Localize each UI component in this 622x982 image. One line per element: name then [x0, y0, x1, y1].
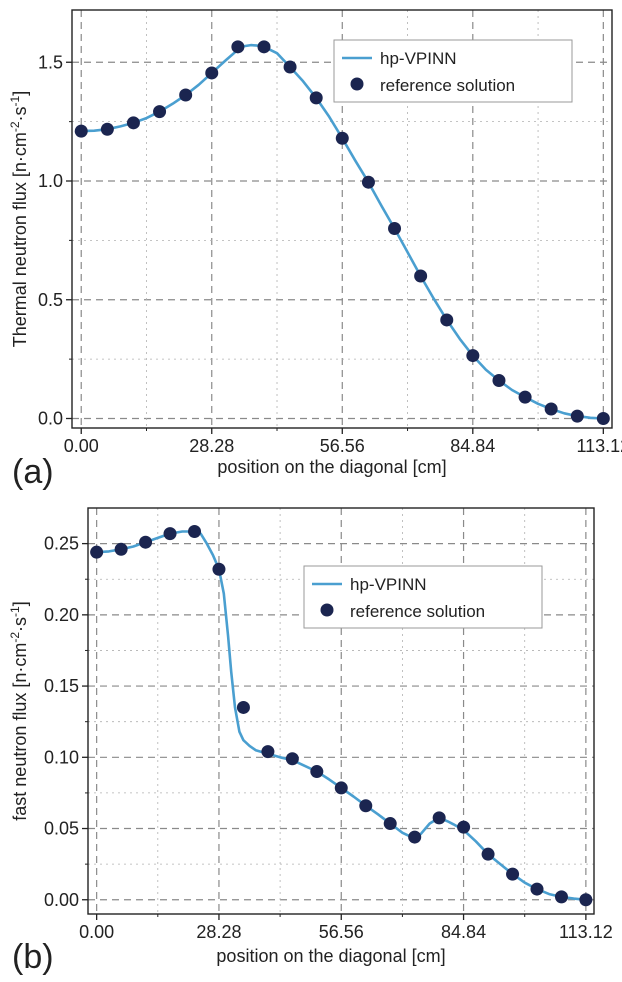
y-axis-label-part: ·s [10, 106, 30, 121]
y-tick-label: 0.00 [44, 890, 79, 910]
legend-label-hp-vpinn: hp-VPINN [380, 49, 457, 68]
x-tick-label: 113.12 [559, 922, 613, 942]
grid [72, 10, 612, 428]
legend-marker-swatch [320, 603, 334, 617]
series-line-hp-vpinn [79, 43, 605, 420]
data-point [310, 765, 324, 779]
data-point [309, 91, 323, 105]
data-point [188, 525, 202, 539]
x-tick-label: 0.00 [79, 922, 114, 942]
data-point [544, 402, 558, 416]
data-point [359, 799, 373, 813]
y-axis-label-superscript: -1 [8, 95, 22, 106]
data-point [114, 542, 128, 556]
data-point [283, 60, 297, 74]
data-point [231, 40, 245, 54]
data-point [596, 412, 610, 425]
x-tick-label: 84.84 [450, 436, 495, 456]
y-tick-label: 0.20 [44, 605, 79, 625]
x-tick-label: 84.84 [441, 922, 486, 942]
data-point [212, 562, 226, 576]
data-point [285, 752, 299, 766]
x-axis-label: position on the diagonal [cm] [216, 946, 445, 966]
y-axis-label-part: ·s [10, 617, 30, 632]
legend-label-hp-vpinn: hp-VPINN [350, 575, 427, 594]
legend-marker-swatch [350, 77, 364, 91]
panel-label: (b) [12, 938, 54, 976]
legend-label-reference: reference solution [380, 76, 515, 95]
data-point [139, 535, 153, 549]
x-axis-label: position on the diagonal [cm] [217, 457, 446, 477]
data-point [126, 116, 140, 130]
y-axis-label-part: Thermal neutron flux [n·cm [10, 132, 30, 347]
legend: hp-VPINN reference solution [333, 39, 573, 103]
data-point [408, 830, 422, 844]
data-point [236, 700, 250, 714]
y-axis-label-part: ] [10, 601, 30, 606]
series-reference-solution [90, 525, 593, 907]
legend: hp-VPINN reference solution [303, 565, 543, 629]
data-point [74, 124, 88, 138]
chart-panel-b: 0.00 28.28 56.56 84.84 113.12 0.00 0.05 0.10 0.1… [8, 507, 613, 976]
axis-ticks: 0.00 28.28 56.56 84.84 113.12 0.00 0.05 0.10 0.1… [44, 534, 613, 942]
x-tick-label: 28.28 [189, 436, 234, 456]
panel-label: (a) [12, 453, 54, 491]
y-axis-label-part: ] [10, 91, 30, 96]
data-point [334, 781, 348, 795]
y-tick-label: 1.0 [38, 171, 63, 191]
legend-box [303, 565, 543, 629]
y-tick-label: 1.5 [38, 52, 63, 72]
axis-ticks: 0.00 28.28 56.56 84.84 113.12 0.0 0.5 1.0 1.5 [38, 52, 622, 456]
x-tick-label: 0.00 [64, 436, 99, 456]
data-point [579, 893, 593, 907]
x-tick-label: 113.12 [576, 436, 622, 456]
data-point [90, 545, 104, 559]
y-tick-label: 0.10 [44, 747, 79, 767]
y-tick-label: 0.5 [38, 290, 63, 310]
x-tick-label: 56.56 [319, 922, 364, 942]
y-axis-label-part: fast neutron flux [n·cm [10, 643, 30, 821]
data-point [383, 817, 397, 831]
y-axis-label: Thermal neutron flux [n·cm-2·s-1] [8, 91, 30, 347]
data-point [361, 175, 375, 189]
data-point [432, 811, 446, 825]
data-point [179, 88, 193, 102]
y-axis-label: fast neutron flux [n·cm-2·s-1] [8, 601, 30, 820]
data-point [261, 745, 275, 759]
data-point [466, 349, 480, 363]
y-tick-label: 0.15 [44, 676, 79, 696]
data-point [530, 882, 544, 896]
y-axis-label-superscript: -1 [8, 606, 22, 617]
data-point [163, 527, 177, 541]
data-point [481, 847, 495, 861]
data-point [205, 66, 219, 80]
chart-panel-a: 0.00 28.28 56.56 84.84 113.12 0.0 0.5 1.0 1.5 pos… [8, 9, 622, 491]
data-point [153, 105, 167, 119]
data-point [506, 867, 520, 881]
data-point [388, 222, 402, 235]
data-point [570, 409, 584, 423]
data-point [492, 374, 506, 387]
data-point [440, 313, 454, 327]
y-axis-label-superscript: -2 [8, 121, 22, 132]
data-point [335, 131, 349, 145]
y-axis-label-superscript: -2 [8, 632, 22, 643]
data-point [100, 122, 114, 136]
data-point [257, 40, 271, 54]
x-tick-label: 28.28 [196, 922, 241, 942]
data-point [414, 269, 428, 283]
data-point [457, 820, 471, 834]
data-point [554, 890, 568, 904]
legend-box [333, 39, 573, 103]
data-point [518, 390, 532, 404]
y-tick-label: 0.25 [44, 534, 79, 554]
y-tick-label: 0.0 [38, 409, 63, 429]
x-tick-label: 56.56 [320, 436, 365, 456]
y-tick-label: 0.05 [44, 819, 79, 839]
series-reference-solution [74, 40, 610, 425]
legend-label-reference: reference solution [350, 602, 485, 621]
